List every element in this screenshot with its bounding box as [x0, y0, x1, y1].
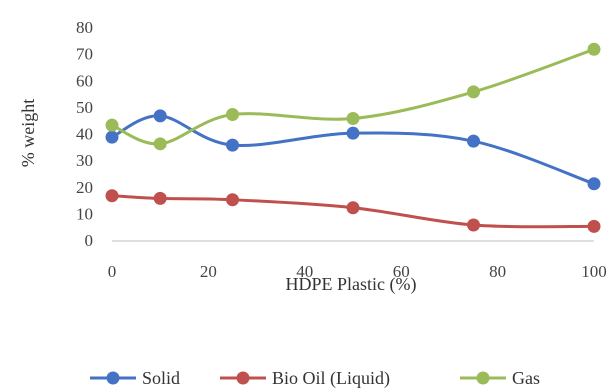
data-point-bio-oil-liquid [346, 201, 360, 215]
y-tick-label: 0 [85, 231, 94, 250]
legend-label-bio-oil-liquid: Bio Oil (Liquid) [272, 368, 390, 389]
x-tick-label: 100 [581, 262, 607, 281]
data-point-solid [467, 134, 480, 148]
data-point-solid [153, 109, 167, 123]
y-tick-label: 60 [76, 71, 93, 90]
x-tick-label: 60 [393, 262, 410, 281]
data-point-solid [226, 138, 239, 152]
y-tick-label: 50 [76, 98, 93, 117]
y-tick-label: 80 [76, 18, 93, 37]
legend-marker-bio-oil-liquid [236, 371, 250, 385]
data-point-gas [153, 137, 167, 151]
legend-label-gas: Gas [512, 368, 540, 388]
y-tick-label: 70 [76, 45, 93, 64]
x-tick-label: 20 [200, 262, 217, 281]
y-tick-label: 20 [76, 178, 93, 197]
y-tick-label: 30 [76, 151, 93, 170]
legend: Solid Bio Oil (Liquid) Gas [90, 368, 540, 389]
x-tick-label: 40 [296, 262, 313, 281]
data-point-gas [587, 42, 601, 56]
data-point-bio-oil-liquid [153, 191, 167, 205]
data-point-solid [105, 130, 119, 144]
data-point-bio-oil-liquid [587, 219, 601, 233]
data-point-gas [467, 85, 480, 99]
legend-marker-gas [476, 371, 490, 385]
data-point-bio-oil-liquid [226, 193, 239, 207]
series-group [105, 42, 601, 233]
data-point-solid [587, 177, 601, 191]
legend-label-solid: Solid [142, 368, 180, 388]
x-axis-tick-labels: 0 20 40 60 80 100 [108, 262, 607, 281]
x-axis-title: HDPE Plastic (%) [286, 274, 417, 295]
data-point-gas [105, 118, 119, 132]
x-tick-label: 0 [108, 262, 117, 281]
y-axis-title: % weight [18, 99, 38, 167]
data-point-gas [346, 112, 360, 126]
y-tick-label: 10 [76, 204, 93, 223]
data-point-bio-oil-liquid [105, 189, 119, 203]
x-tick-label: 80 [489, 262, 506, 281]
data-point-solid [346, 126, 360, 140]
data-point-gas [226, 108, 239, 122]
series-line-solid [111, 114, 595, 186]
y-tick-label: 40 [76, 125, 93, 144]
legend-marker-solid [106, 371, 120, 385]
data-point-bio-oil-liquid [467, 218, 480, 232]
y-axis-tick-labels: 0 10 20 30 40 50 60 70 80 [76, 18, 93, 250]
